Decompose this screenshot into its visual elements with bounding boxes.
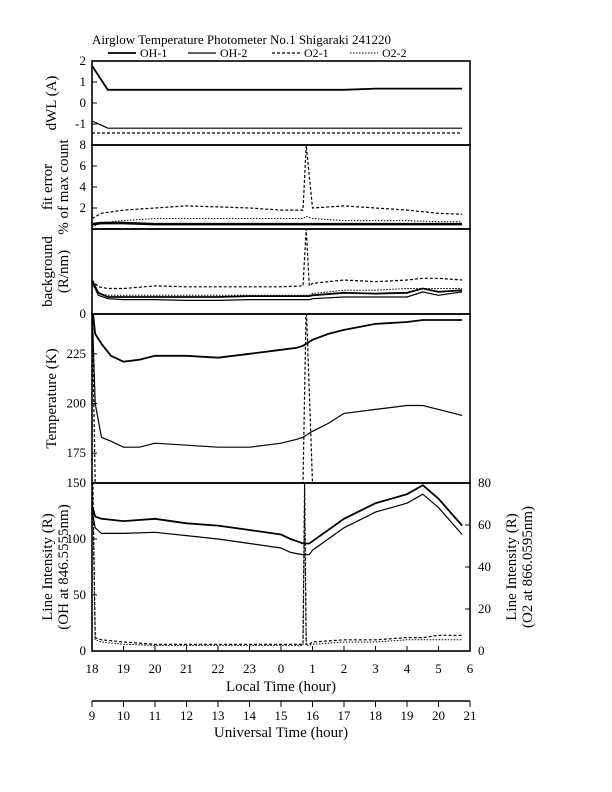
y-tick-label: 2 xyxy=(80,53,87,68)
ut-tick-label: 16 xyxy=(306,708,320,723)
y2-tick-label: 40 xyxy=(478,559,491,574)
y2-tick-label: 80 xyxy=(478,475,491,490)
y-tick-label: 4 xyxy=(80,179,87,194)
ut-tick-label: 21 xyxy=(464,708,477,723)
y-tick-label: 1 xyxy=(80,74,87,89)
chart-title: Airglow Temperature Photometer No.1 Shig… xyxy=(92,32,391,47)
y-tick-label: 175 xyxy=(67,445,87,460)
ut-tick-label: 19 xyxy=(401,708,414,723)
y-axis-label: Line Intensity (R) xyxy=(40,513,56,620)
panel-fit: 8 6 4 2 fit error% of max count xyxy=(40,137,471,235)
y-tick-label: 0 xyxy=(80,306,87,321)
series-line-o2-1 xyxy=(92,483,463,645)
series-line-oh-1 xyxy=(92,484,463,545)
y-axis-label: dWL (A) xyxy=(44,76,60,131)
series-line-oh-2 xyxy=(92,493,463,556)
x-tick-label: 21 xyxy=(180,661,193,676)
y2-tick-label: 0 xyxy=(478,643,485,658)
x-tick-label: 2 xyxy=(341,661,348,676)
ut-tick-label: 20 xyxy=(432,708,445,723)
x-tick-label: 20 xyxy=(149,661,162,676)
series-line-o2-1 xyxy=(92,314,463,483)
legend-label-oh-1: OH-1 xyxy=(140,46,167,60)
x-tick-label: 6 xyxy=(467,661,474,676)
y2-tick-label: 60 xyxy=(478,517,491,532)
panel-temp-frame xyxy=(91,313,471,484)
panel-dwl: 2 1 0 -1 dWL (A) xyxy=(44,53,471,146)
panel-temp: 225 200 175 Temperature (K) xyxy=(44,313,471,484)
y-axis-label: fit error xyxy=(40,164,56,210)
legend-label-oh-2: OH-2 xyxy=(220,46,247,60)
y-axis-label: background xyxy=(40,236,56,307)
x-tick-label: 5 xyxy=(435,661,442,676)
y-tick-label: 225 xyxy=(67,346,87,361)
y-tick-label: 50 xyxy=(73,587,86,602)
series-line-oh-1 xyxy=(92,279,463,298)
y-tick-label: -1 xyxy=(75,116,86,131)
series-line-oh-1 xyxy=(92,221,463,225)
series-line-o2-2 xyxy=(92,215,463,228)
y-tick-label: 200 xyxy=(67,395,87,410)
x-tick-label: 22 xyxy=(212,661,225,676)
ut-tick-label: 13 xyxy=(212,708,225,723)
series-line-o2-2 xyxy=(92,483,463,646)
series-line-o2-1 xyxy=(92,145,463,220)
y-tick-label: 6 xyxy=(80,158,87,173)
ut-tick-label: 14 xyxy=(243,708,257,723)
y-tick-label: 150 xyxy=(67,475,87,490)
legend-label-o2-2: O2-2 xyxy=(382,46,407,60)
y-axis-label-2: (R/nm) xyxy=(56,250,72,293)
series-line-o2-1 xyxy=(92,229,463,290)
y-axis-label-2: % of max count xyxy=(56,138,72,234)
ut-tick-label: 17 xyxy=(338,708,352,723)
legend-label-o2-1: O2-1 xyxy=(304,46,329,60)
panel-bg: 0 background (R/nm) xyxy=(40,228,471,321)
local-time-axis-label: Local Time (hour) xyxy=(226,679,336,695)
series-line-o2-2 xyxy=(92,284,463,296)
ut-tick-label: 15 xyxy=(275,708,288,723)
time-axes: Local Time (hour) Universal Time (hour) … xyxy=(86,646,477,741)
panel-int-frame xyxy=(91,482,471,652)
y-tick-label: 0 xyxy=(80,643,87,658)
series-line-oh-2 xyxy=(92,223,463,226)
y-axis-label: Temperature (K) xyxy=(44,348,60,448)
y-tick-label: 0 xyxy=(80,95,87,110)
x-tick-label: 0 xyxy=(278,661,285,676)
series-line-oh-2 xyxy=(92,120,463,129)
ut-tick-label: 11 xyxy=(149,708,162,723)
x-tick-label: 3 xyxy=(372,661,379,676)
y-tick-label: 8 xyxy=(80,137,87,152)
series-line-oh-2 xyxy=(92,314,463,448)
ut-tick-label: 10 xyxy=(117,708,130,723)
y-axis-label-2: (OH at 846.5555nm) xyxy=(56,504,72,629)
y2-tick-label: 20 xyxy=(478,601,491,616)
y-tick-label: 2 xyxy=(80,200,87,215)
series-line-oh-2 xyxy=(92,281,463,301)
x-tick-label: 4 xyxy=(404,661,411,676)
x-tick-label: 1 xyxy=(309,661,316,676)
panel-bg-frame xyxy=(91,228,471,315)
x-tick-label: 23 xyxy=(243,661,256,676)
y-tick-label: 100 xyxy=(67,531,87,546)
ut-tick-label: 12 xyxy=(180,708,193,723)
series-line-oh-1 xyxy=(92,65,463,91)
ut-tick-label: 18 xyxy=(369,708,382,723)
legend: OH-1 OH-2 O2-1 O2-2 xyxy=(108,46,407,60)
universal-time-axis-label: Universal Time (hour) xyxy=(214,725,348,741)
y2-axis-label-2: (O2 at 866.0595nm) xyxy=(520,506,536,628)
x-tick-label: 19 xyxy=(117,661,130,676)
panel-fit-frame xyxy=(91,144,471,230)
x-tick-label: 18 xyxy=(86,661,99,676)
series-line-oh-1 xyxy=(92,314,463,363)
ut-tick-label: 9 xyxy=(89,708,96,723)
y2-axis-label: Line Intensity (R) xyxy=(504,513,520,620)
